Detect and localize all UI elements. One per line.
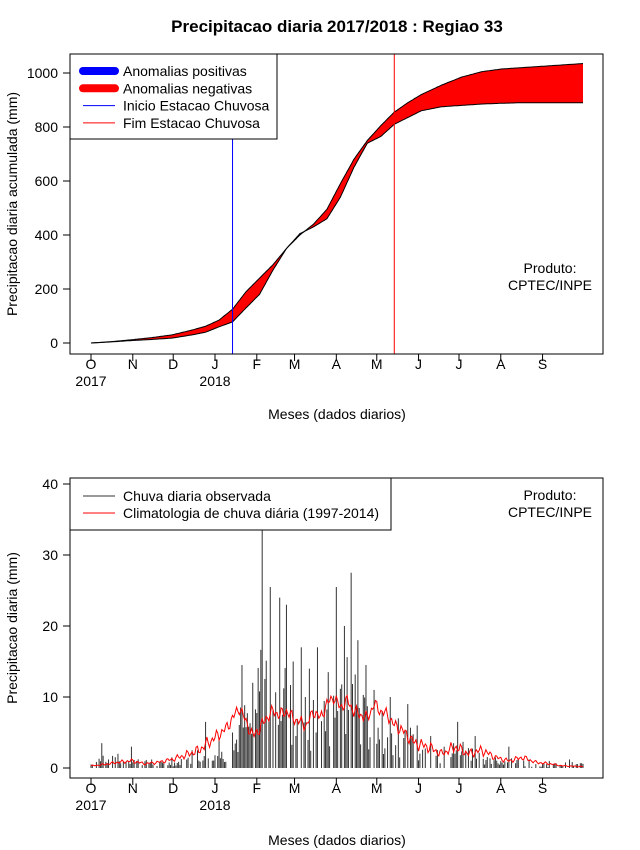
x-tick-label: J <box>455 780 462 796</box>
y-axis-label: Precipitacao diaria (mm) <box>4 552 20 704</box>
negative-anomaly-area <box>305 63 583 231</box>
y-tick-label: 600 <box>35 173 59 189</box>
x-tick-label: J <box>415 780 422 796</box>
x-axis-label: Meses (dados diarios) <box>268 406 406 422</box>
y-tick-label: 10 <box>42 689 58 705</box>
x-tick-label: J <box>212 780 219 796</box>
observed-accumulated-line <box>90 102 583 344</box>
x-year-label: 2017 <box>75 797 106 813</box>
y-axis: 0 10 20 30 40 <box>42 476 70 776</box>
x-tick-label: F <box>253 780 262 796</box>
x-tick-label: J <box>455 356 462 372</box>
x-year-label: 2017 <box>75 373 106 389</box>
y-tick-label: 800 <box>35 119 59 135</box>
x-axis: O N D J F M A M J J A S 2017 2018 <box>75 778 547 813</box>
x-tick-label: N <box>128 356 138 372</box>
x-tick-label: A <box>496 356 506 372</box>
x-tick-label: D <box>168 780 178 796</box>
x-tick-label: S <box>538 356 547 372</box>
climatology-daily-line <box>90 693 584 768</box>
legend-label: Anomalias positivas <box>123 63 247 79</box>
daily-bars <box>90 530 584 768</box>
x-tick-label: A <box>332 780 342 796</box>
anomaly-area-group <box>92 63 583 343</box>
product-label: Produto: <box>524 260 577 276</box>
chart-accumulated: Precipitacao diaria 2017/2018 : Regiao 3… <box>4 17 604 422</box>
y-tick-label: 200 <box>35 281 59 297</box>
x-tick-label: N <box>128 780 138 796</box>
y-tick-label: 40 <box>42 476 58 492</box>
legend-label: Anomalias negativas <box>123 80 252 96</box>
y-tick-label: 0 <box>50 760 58 776</box>
negative-anomaly-area <box>92 250 286 343</box>
x-year-label: 2018 <box>199 797 230 813</box>
legend-label: Inicio Estacao Chuvosa <box>123 98 270 114</box>
y-axis: 0 200 400 600 800 1000 <box>27 65 70 351</box>
legend-label: Fim Estacao Chuvosa <box>123 115 260 131</box>
chart-title: Precipitacao diaria 2017/2018 : Regiao 3… <box>171 17 503 36</box>
x-tick-label: M <box>371 780 383 796</box>
legend-label: Chuva diaria observada <box>123 488 271 504</box>
y-tick-label: 0 <box>50 335 58 351</box>
x-tick-label: M <box>371 356 383 372</box>
x-axis: O N D J F M A M J J A S 2017 2018 <box>75 354 547 389</box>
x-tick-label: O <box>86 780 97 796</box>
y-axis-label: Precipitacao diaria acumulada (mm) <box>4 92 20 316</box>
series-lines <box>90 63 584 344</box>
y-tick-label: 30 <box>42 547 58 563</box>
product-label: Produto: <box>524 487 577 503</box>
climatology-accumulated-line <box>90 63 584 344</box>
x-year-label: 2018 <box>199 373 230 389</box>
x-axis-label: Meses (dados diarios) <box>268 832 406 848</box>
x-tick-label: F <box>253 356 262 372</box>
y-tick-label: 1000 <box>27 65 58 81</box>
x-tick-label: A <box>332 356 342 372</box>
x-tick-label: D <box>168 356 178 372</box>
x-tick-label: S <box>538 780 547 796</box>
x-tick-label: O <box>86 356 97 372</box>
x-tick-label: M <box>289 780 301 796</box>
y-tick-label: 400 <box>35 227 59 243</box>
legend-label: Climatologia de chuva diária (1997-2014) <box>123 505 379 521</box>
climatology-line <box>90 693 584 768</box>
x-tick-label: A <box>496 780 506 796</box>
legend-box <box>69 477 392 531</box>
product-source: CPTEC/INPE <box>508 504 592 520</box>
y-tick-label: 20 <box>42 618 58 634</box>
chart-daily: 0 10 20 30 40 O N D J F M A M J J A S 2017 2018 Meses (da… <box>4 476 604 848</box>
x-tick-label: J <box>415 356 422 372</box>
x-tick-label: J <box>212 356 219 372</box>
product-source: CPTEC/INPE <box>508 277 592 293</box>
x-tick-label: M <box>289 356 301 372</box>
